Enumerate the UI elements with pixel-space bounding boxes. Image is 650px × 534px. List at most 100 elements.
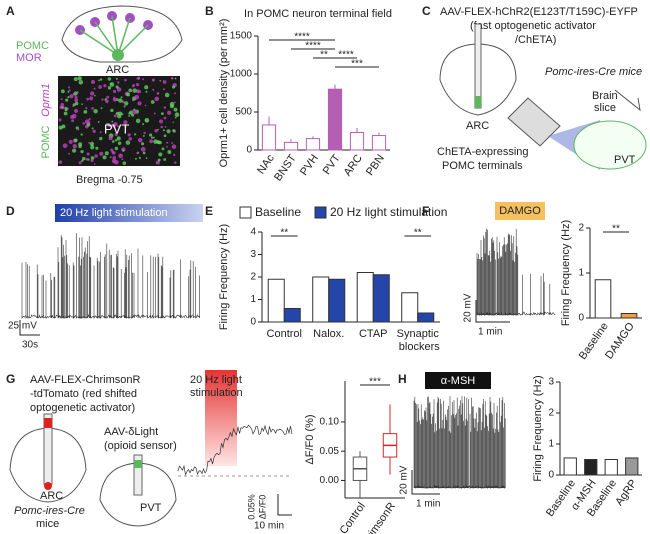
cell [99,131,102,134]
cell [93,163,96,165]
y-tick-label: 2 [250,272,256,283]
bar [283,308,301,323]
cell [163,116,167,120]
panel-label: A [6,4,15,18]
cell [115,85,119,89]
cell [71,119,75,123]
label: 1 min [416,499,440,510]
label: /ChETA) [515,34,556,46]
cell [132,85,135,88]
cell [60,98,63,101]
x-tick-label: PVT [321,152,343,177]
legend-swatch [314,206,327,219]
x-tick-label: Control [338,501,368,534]
cell [113,89,117,94]
label: slice [594,102,616,114]
significance-label: *** [351,59,363,70]
cell [116,136,121,141]
cell [68,152,71,155]
label: DAMGO [499,205,541,217]
bar [620,313,638,319]
cell [154,96,160,102]
cell [151,78,155,82]
cell [173,101,176,104]
y-tick-label: 0 [578,313,584,324]
injection-marker [44,418,52,428]
significance-label: **** [338,50,354,61]
bar [267,278,285,323]
legend-label: Baseline [255,205,301,219]
label: 25 mV [8,321,37,332]
legend-swatch [239,206,252,219]
cell [68,139,73,144]
cell [90,79,96,85]
cell [128,137,133,141]
trace-line [21,233,200,320]
cell [125,140,131,145]
cell [58,118,62,122]
cell [164,125,167,128]
cell [111,120,114,123]
label: 20 mV [463,293,474,322]
cell [106,95,110,99]
significance-label: ** [612,224,620,235]
cell [136,76,141,80]
cell [171,85,176,89]
cell [111,150,115,154]
panel-label: C [422,4,431,18]
cell [116,111,120,115]
cell [149,133,153,137]
projections [79,15,149,56]
cell [67,86,71,89]
y-axis-label: Firing Frequency (Hz) [218,224,230,330]
label: AAV-FLEX-ChrimsonR [30,374,140,386]
cell [107,86,112,90]
cell [67,90,70,93]
label: Oprm1 [40,83,52,117]
y-axis-label: Oprm1+ cell density (per mm²) [218,19,230,168]
cell [162,80,167,84]
cell [174,161,177,164]
cell [73,108,79,114]
cell [144,104,147,107]
cell [144,117,150,123]
cell [106,122,110,126]
label: (fast optogenetic activator [470,20,596,32]
label: AAV-FLEX-hChR2(E123T/T159C)-EYFP [440,6,638,18]
label: MOR [16,52,42,64]
cell [118,153,123,159]
cell [115,77,118,80]
fiber-marker [134,460,142,468]
label: ARC [106,64,129,76]
bar [283,141,299,151]
label: ARC [466,120,489,132]
cell [97,120,100,123]
cell [112,96,116,99]
trace-line [177,424,293,476]
cell [160,125,164,129]
label: PVT [104,121,129,136]
label: POMC [16,40,49,52]
label: (opioid sensor) [104,440,177,452]
y-axis-label: Firing Frequency (Hz) [560,220,572,326]
scale-bar [475,300,510,323]
panel-label: E [205,204,213,218]
chart-title: In POMC neuron terminal field [244,8,392,20]
cell [170,76,174,80]
cell [142,151,146,155]
injection-needle [474,23,482,109]
bar [261,124,277,151]
cell [127,133,131,137]
cell [88,141,91,144]
cell [144,85,149,90]
cell [99,151,104,156]
cell [124,101,129,106]
cell [114,159,119,165]
y-tick-label: 1500 [230,31,253,42]
cell [116,125,119,128]
label: α-MSH [441,375,476,387]
label: ΔF/F0 [257,495,267,520]
cell [134,157,137,160]
label: mice [36,518,59,530]
cell [90,159,94,163]
